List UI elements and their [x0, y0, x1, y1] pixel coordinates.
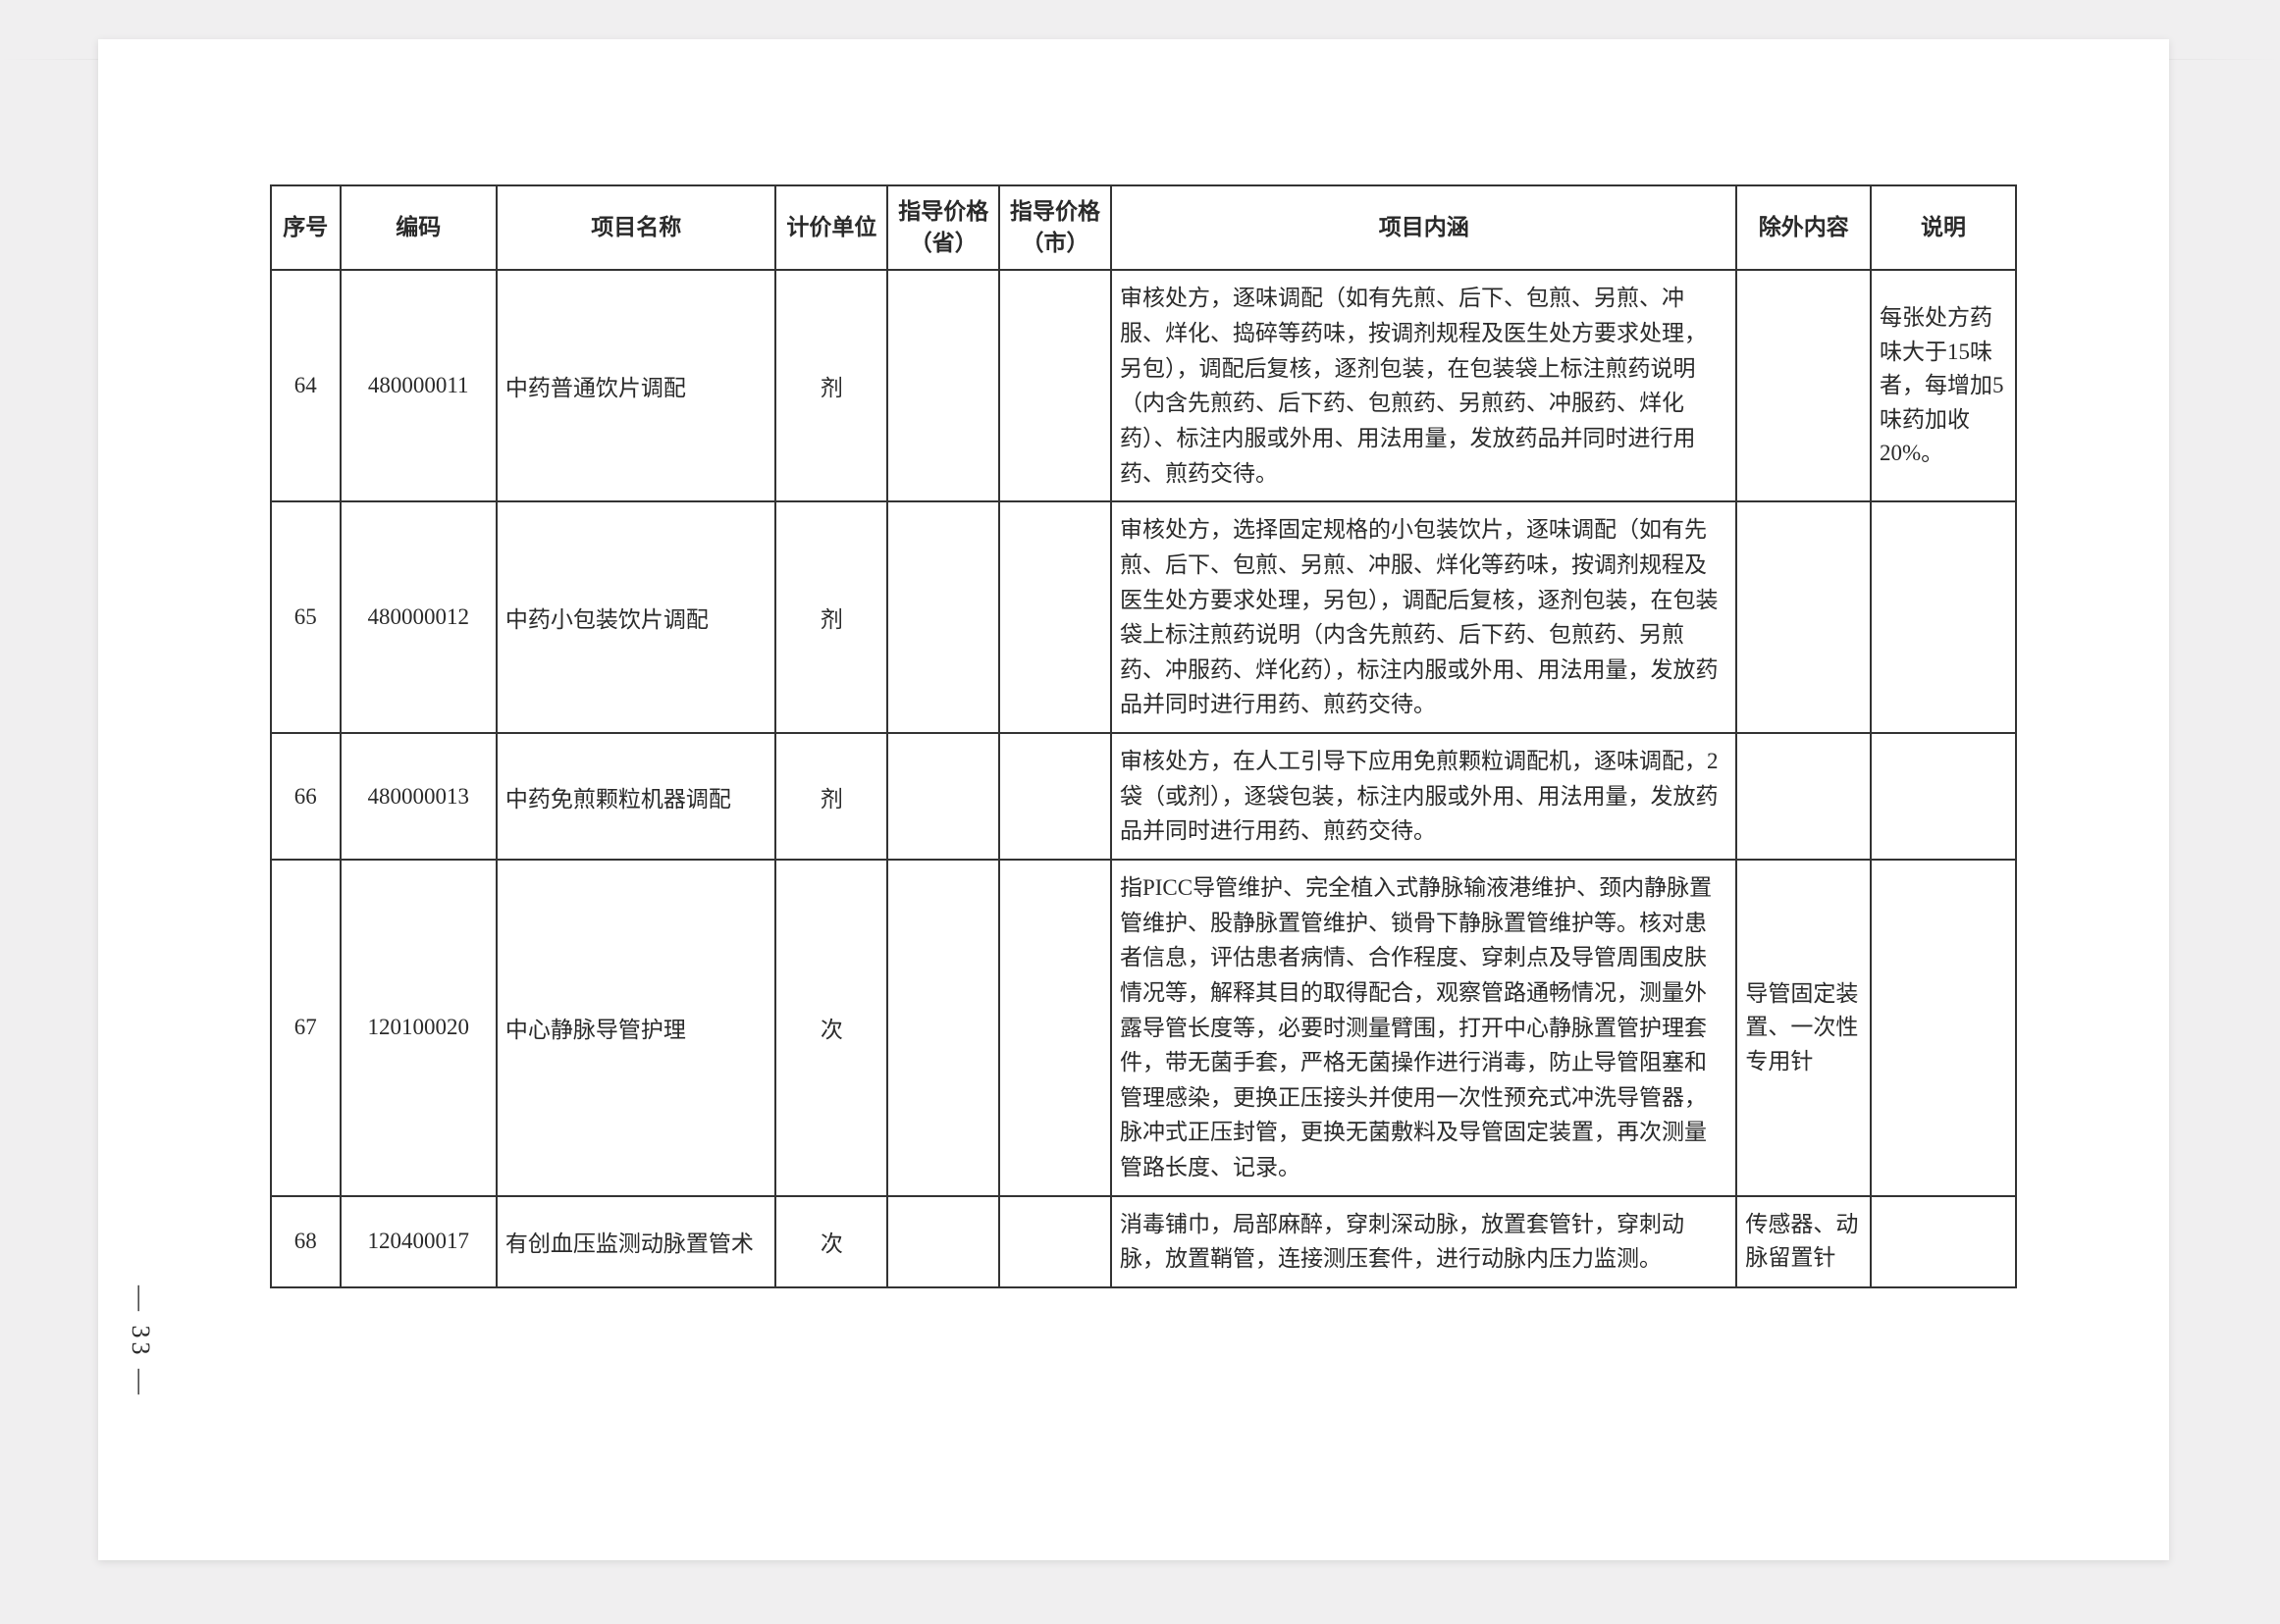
table-row: 65 480000012 中药小包装饮片调配 剂 审核处方，选择固定规格的小包装…	[271, 501, 2016, 733]
cell-desc: 审核处方，逐味调配（如有先煎、后下、包煎、另煎、冲服、烊化、捣碎等药味，按调剂规…	[1111, 270, 1736, 501]
cell-price-prov	[887, 733, 999, 860]
cell-price-city	[999, 860, 1111, 1196]
cell-name: 有创血压监测动脉置管术	[497, 1196, 776, 1287]
table-header: 序号 编码 项目名称 计价单位 指导价格（省） 指导价格（市） 项目内涵 除外内…	[271, 185, 2016, 270]
cell-price-city	[999, 501, 1111, 733]
cell-code: 120100020	[341, 860, 497, 1196]
cell-unit: 剂	[775, 270, 887, 501]
cell-desc: 审核处方，选择固定规格的小包装饮片，逐味调配（如有先煎、后下、包煎、另煎、冲服、…	[1111, 501, 1736, 733]
page-number: — 33 —	[126, 1285, 155, 1398]
col-header-price-city: 指导价格（市）	[999, 185, 1111, 270]
col-header-seq: 序号	[271, 185, 341, 270]
cell-price-city	[999, 270, 1111, 501]
cell-code: 120400017	[341, 1196, 497, 1287]
pricing-table-container: 序号 编码 项目名称 计价单位 指导价格（省） 指导价格（市） 项目内涵 除外内…	[270, 184, 2017, 1288]
col-header-name: 项目名称	[497, 185, 776, 270]
cell-desc: 指PICC导管维护、完全植入式静脉输液港维护、颈内静脉置管维护、股静脉置管维护、…	[1111, 860, 1736, 1196]
cell-excl: 传感器、动脉留置针	[1736, 1196, 1871, 1287]
cell-name: 中药普通饮片调配	[497, 270, 776, 501]
cell-excl	[1736, 501, 1871, 733]
col-header-note: 说明	[1871, 185, 2016, 270]
table-body: 64 480000011 中药普通饮片调配 剂 审核处方，逐味调配（如有先煎、后…	[271, 270, 2016, 1287]
cell-code: 480000012	[341, 501, 497, 733]
cell-note: 每张处方药味大于15味者，每增加5味药加收20%。	[1871, 270, 2016, 501]
col-header-code: 编码	[341, 185, 497, 270]
cell-price-prov	[887, 860, 999, 1196]
cell-seq: 65	[271, 501, 341, 733]
cell-note	[1871, 1196, 2016, 1287]
col-header-desc: 项目内涵	[1111, 185, 1736, 270]
cell-code: 480000013	[341, 733, 497, 860]
cell-seq: 64	[271, 270, 341, 501]
table-row: 64 480000011 中药普通饮片调配 剂 审核处方，逐味调配（如有先煎、后…	[271, 270, 2016, 501]
cell-name: 中药小包装饮片调配	[497, 501, 776, 733]
cell-note	[1871, 860, 2016, 1196]
table-header-row: 序号 编码 项目名称 计价单位 指导价格（省） 指导价格（市） 项目内涵 除外内…	[271, 185, 2016, 270]
cell-price-prov	[887, 1196, 999, 1287]
cell-unit: 剂	[775, 733, 887, 860]
cell-code: 480000011	[341, 270, 497, 501]
cell-excl	[1736, 270, 1871, 501]
col-header-excl: 除外内容	[1736, 185, 1871, 270]
table-row: 67 120100020 中心静脉导管护理 次 指PICC导管维护、完全植入式静…	[271, 860, 2016, 1196]
document-page: 序号 编码 项目名称 计价单位 指导价格（省） 指导价格（市） 项目内涵 除外内…	[98, 39, 2169, 1560]
cell-note	[1871, 733, 2016, 860]
table-row: 68 120400017 有创血压监测动脉置管术 次 消毒铺巾，局部麻醉，穿刺深…	[271, 1196, 2016, 1287]
cell-seq: 66	[271, 733, 341, 860]
cell-excl: 导管固定装置、一次性专用针	[1736, 860, 1871, 1196]
cell-desc: 消毒铺巾，局部麻醉，穿刺深动脉，放置套管针，穿刺动脉，放置鞘管，连接测压套件，进…	[1111, 1196, 1736, 1287]
cell-unit: 次	[775, 1196, 887, 1287]
col-header-price-prov: 指导价格（省）	[887, 185, 999, 270]
cell-excl	[1736, 733, 1871, 860]
cell-unit: 次	[775, 860, 887, 1196]
cell-price-city	[999, 1196, 1111, 1287]
cell-seq: 68	[271, 1196, 341, 1287]
col-header-unit: 计价单位	[775, 185, 887, 270]
table-row: 66 480000013 中药免煎颗粒机器调配 剂 审核处方，在人工引导下应用免…	[271, 733, 2016, 860]
cell-seq: 67	[271, 860, 341, 1196]
cell-price-prov	[887, 270, 999, 501]
pricing-table: 序号 编码 项目名称 计价单位 指导价格（省） 指导价格（市） 项目内涵 除外内…	[270, 184, 2017, 1288]
cell-name: 中药免煎颗粒机器调配	[497, 733, 776, 860]
cell-price-prov	[887, 501, 999, 733]
cell-note	[1871, 501, 2016, 733]
cell-desc: 审核处方，在人工引导下应用免煎颗粒调配机，逐味调配，2袋（或剂），逐袋包装，标注…	[1111, 733, 1736, 860]
cell-price-city	[999, 733, 1111, 860]
cell-name: 中心静脉导管护理	[497, 860, 776, 1196]
cell-unit: 剂	[775, 501, 887, 733]
